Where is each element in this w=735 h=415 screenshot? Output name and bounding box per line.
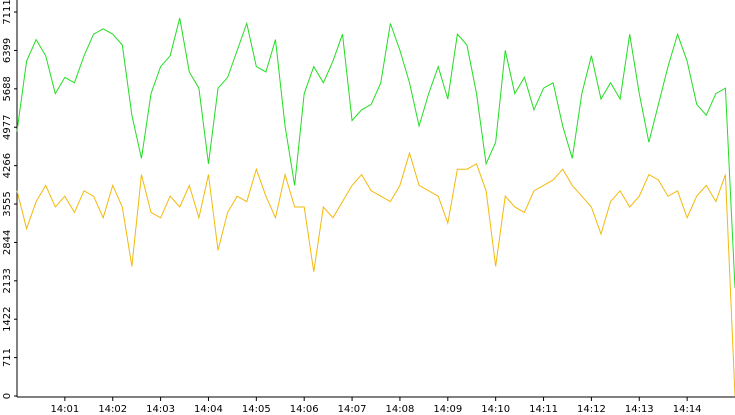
y-tick-label: 7111 <box>2 0 13 25</box>
x-tick-label: 14:09 <box>433 404 462 415</box>
x-tick-label: 14:14 <box>673 404 702 415</box>
x-tick-label: 14:02 <box>98 404 127 415</box>
x-tick-label: 14:03 <box>146 404 175 415</box>
y-tick-label: 5688 <box>2 76 13 101</box>
series-line <box>16 151 735 397</box>
y-tick-label: 1422 <box>2 306 13 331</box>
series-line <box>16 17 735 289</box>
y-tick-label: 3555 <box>2 191 13 216</box>
y-tick-label: 6399 <box>2 38 13 63</box>
x-tick-label: 14:01 <box>50 404 79 415</box>
y-tick-label: 2844 <box>2 230 13 255</box>
x-tick-label: 14:13 <box>625 404 654 415</box>
y-tick-label: 4266 <box>2 153 13 178</box>
x-tick-label: 14:08 <box>386 404 415 415</box>
x-tick-label: 14:11 <box>529 404 558 415</box>
x-tick-label: 14:06 <box>290 404 319 415</box>
x-tick-label: 14:12 <box>577 404 606 415</box>
x-tick-label: 14:07 <box>338 404 367 415</box>
y-tick-label: 711 <box>2 348 13 367</box>
x-tick-label: 14:04 <box>194 404 223 415</box>
y-tick-label: 4977 <box>2 115 13 140</box>
y-tick-label: 2133 <box>2 268 13 293</box>
y-tick-label: 0 <box>2 393 13 399</box>
x-tick-label: 14:10 <box>481 404 510 415</box>
x-tick-label: 14:05 <box>242 404 271 415</box>
